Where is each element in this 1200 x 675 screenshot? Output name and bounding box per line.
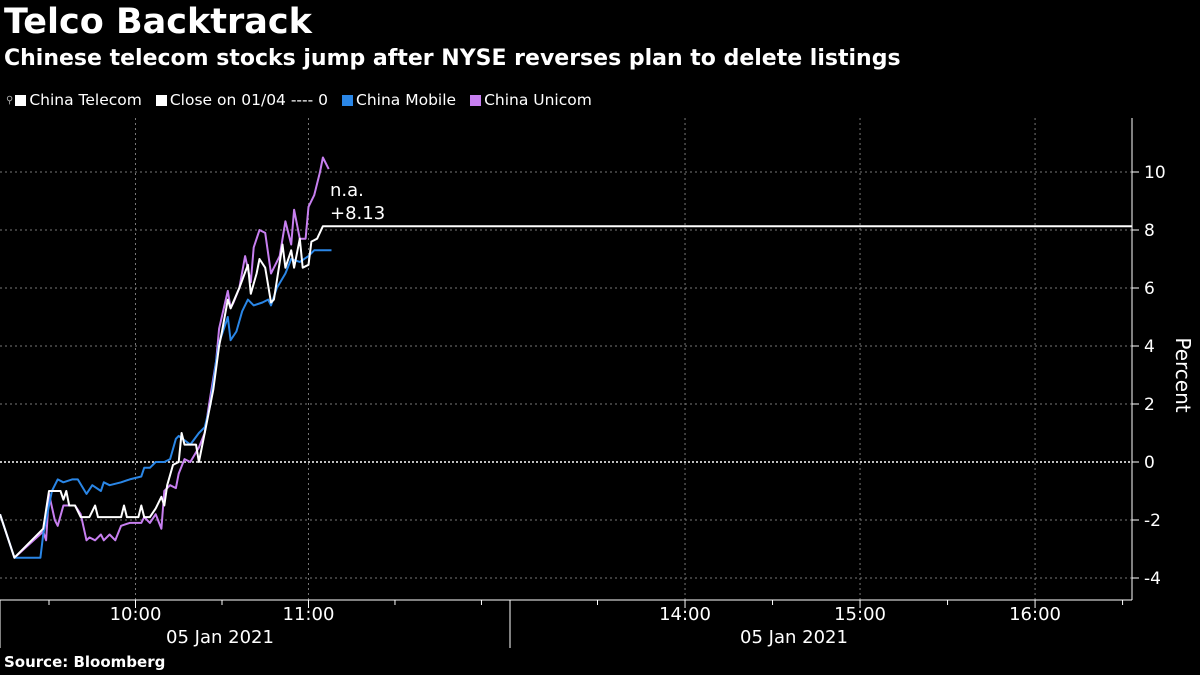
y-tick-label: -4	[1144, 569, 1161, 589]
legend-item-china-telecom[interactable]: ⚲ China Telecom	[6, 91, 142, 109]
chart-title: Telco Backtrack	[4, 2, 312, 42]
x-tick-label: 11:00	[283, 604, 335, 625]
series-line-china-mobile	[0, 249, 332, 559]
legend-item-china-mobile[interactable]: China Mobile	[342, 91, 456, 109]
y-tick-label: 10	[1144, 163, 1166, 183]
x-tick-label: 14:00	[659, 604, 711, 625]
legend-label: China Mobile	[356, 91, 457, 109]
legend-label: China Unicom	[484, 91, 592, 109]
x-date-label: 05 Jan 2021	[740, 627, 848, 648]
legend-item-china-unicom[interactable]: China Unicom	[470, 91, 592, 109]
annotation-value: +8.13	[330, 203, 385, 224]
y-tick-label: 6	[1144, 279, 1155, 299]
y-tick-label: 0	[1144, 453, 1155, 473]
y-tick-label: 4	[1144, 337, 1155, 357]
legend: ⚲ China Telecom Close on 01/04 ---- 0 Ch…	[6, 91, 606, 109]
chart-subtitle: Chinese telecom stocks jump after NYSE r…	[4, 46, 901, 71]
x-tick-label: 16:00	[1009, 604, 1061, 625]
series-line-china-telecom	[0, 225, 1132, 559]
legend-swatch	[342, 94, 354, 106]
legend-label: China Telecom	[29, 91, 142, 109]
legend-label: Close on 01/04 ---- 0	[169, 91, 329, 109]
line-marker-icon: ⚲	[6, 94, 14, 106]
annotation-na: n.a.	[330, 180, 364, 201]
series-line-china-unicom	[0, 156, 330, 559]
y-tick-label: -2	[1144, 511, 1161, 531]
x-date-label: 05 Jan 2021	[166, 627, 274, 648]
legend-swatch	[15, 94, 27, 106]
source-note: Source: Bloomberg	[4, 653, 166, 671]
y-tick-label: 8	[1144, 221, 1155, 241]
legend-swatch	[470, 94, 482, 106]
y-tick-label: 2	[1144, 395, 1155, 415]
y-axis-label: Percent	[1171, 337, 1195, 412]
x-tick-label: 10:00	[110, 604, 162, 625]
x-tick-label: 15:00	[834, 604, 886, 625]
legend-swatch	[155, 94, 167, 106]
legend-item-close[interactable]: Close on 01/04 ---- 0	[155, 91, 329, 109]
